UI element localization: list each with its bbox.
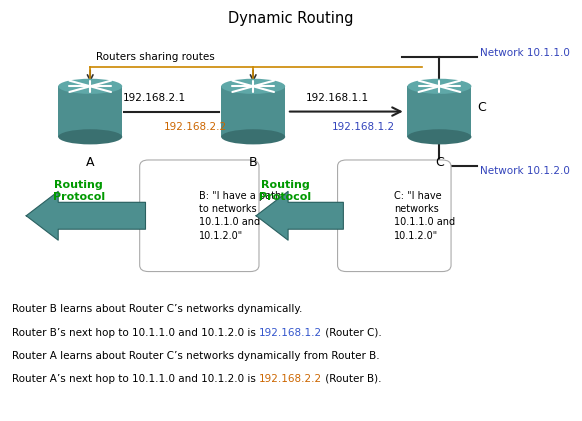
FancyBboxPatch shape bbox=[338, 160, 451, 272]
Text: 192.168.2.1: 192.168.2.1 bbox=[123, 93, 186, 103]
Text: C: C bbox=[477, 101, 486, 114]
Text: A: A bbox=[86, 156, 94, 169]
Text: Router A’s next hop to 10.1.1.0 and 10.1.2.0 is: Router A’s next hop to 10.1.1.0 and 10.1… bbox=[12, 374, 259, 384]
Text: Routing
Protocol: Routing Protocol bbox=[259, 180, 311, 202]
Text: Network 10.1.1.0: Network 10.1.1.0 bbox=[481, 48, 570, 58]
Text: Network 10.1.2.0: Network 10.1.2.0 bbox=[481, 165, 570, 176]
Ellipse shape bbox=[58, 79, 122, 94]
Ellipse shape bbox=[407, 79, 471, 94]
FancyBboxPatch shape bbox=[58, 202, 146, 229]
FancyBboxPatch shape bbox=[58, 86, 122, 137]
Text: 192.168.1.1: 192.168.1.1 bbox=[306, 93, 369, 103]
Text: C: C bbox=[435, 156, 444, 169]
Text: 192.168.1.2: 192.168.1.2 bbox=[259, 328, 322, 338]
Ellipse shape bbox=[407, 129, 471, 144]
Text: Router B’s next hop to 10.1.1.0 and 10.1.2.0 is: Router B’s next hop to 10.1.1.0 and 10.1… bbox=[12, 328, 259, 338]
Polygon shape bbox=[26, 191, 58, 240]
Text: 192.168.2.2: 192.168.2.2 bbox=[164, 122, 226, 132]
Text: Routing
Protocol: Routing Protocol bbox=[52, 180, 105, 202]
Ellipse shape bbox=[221, 129, 285, 144]
Text: Dynamic Routing: Dynamic Routing bbox=[228, 11, 354, 26]
FancyBboxPatch shape bbox=[288, 202, 343, 229]
Text: C: "I have
networks
10.1.1.0 and
10.1.2.0": C: "I have networks 10.1.1.0 and 10.1.2.… bbox=[395, 191, 456, 240]
Text: 192.168.1.2: 192.168.1.2 bbox=[332, 122, 395, 132]
Text: Router B learns about Router C’s networks dynamically.: Router B learns about Router C’s network… bbox=[12, 304, 302, 314]
FancyBboxPatch shape bbox=[221, 86, 285, 137]
FancyBboxPatch shape bbox=[407, 86, 471, 137]
FancyBboxPatch shape bbox=[140, 160, 259, 272]
Text: Routers sharing routes: Routers sharing routes bbox=[96, 52, 215, 62]
Ellipse shape bbox=[58, 129, 122, 144]
Text: 192.168.2.2: 192.168.2.2 bbox=[259, 374, 322, 384]
Text: Router A learns about Router C’s networks dynamically from Router B.: Router A learns about Router C’s network… bbox=[12, 351, 379, 361]
Text: B: B bbox=[249, 156, 257, 169]
Text: (Router B).: (Router B). bbox=[322, 374, 381, 384]
Text: B: "I have a path
to networks
10.1.1.0 and
10.1.2.0": B: "I have a path to networks 10.1.1.0 a… bbox=[199, 191, 282, 240]
Text: (Router C).: (Router C). bbox=[322, 328, 382, 338]
Polygon shape bbox=[256, 191, 288, 240]
Ellipse shape bbox=[221, 79, 285, 94]
